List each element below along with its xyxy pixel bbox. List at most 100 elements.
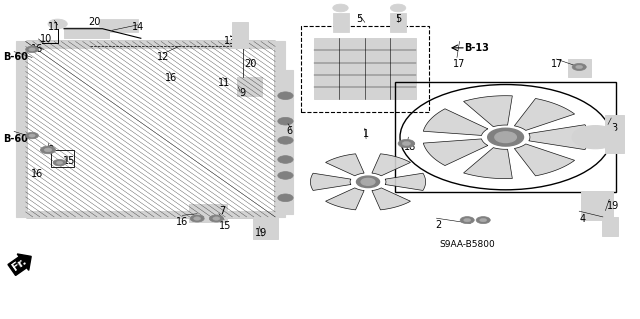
Bar [333,13,349,32]
Circle shape [29,134,35,137]
Circle shape [356,176,380,188]
Polygon shape [310,173,351,190]
Circle shape [56,161,63,164]
Polygon shape [423,139,488,166]
Text: 19: 19 [255,228,268,238]
Polygon shape [463,148,513,179]
Text: Fr.: Fr. [10,256,28,273]
Bar [26,41,275,48]
Polygon shape [515,144,575,176]
Circle shape [460,217,474,224]
Text: 14: 14 [131,22,144,32]
Text: 4: 4 [579,213,586,224]
Circle shape [572,63,586,70]
Bar [602,217,618,236]
Bar [275,41,285,217]
Circle shape [53,160,66,166]
Text: 13: 13 [224,36,237,47]
Text: 1: 1 [363,129,369,139]
Text: 16: 16 [165,73,178,83]
Polygon shape [372,188,410,210]
Circle shape [333,4,348,12]
Polygon shape [372,154,410,176]
Circle shape [403,142,411,145]
Circle shape [278,172,293,179]
Text: 7: 7 [220,205,226,216]
Bar [16,41,26,217]
Circle shape [476,217,490,224]
Text: 6: 6 [286,126,292,136]
Text: 17: 17 [453,59,466,69]
Text: 11: 11 [48,22,61,32]
Bar [99,19,138,32]
Circle shape [26,46,38,53]
Text: 12: 12 [157,52,170,63]
Circle shape [213,217,220,220]
Text: 20: 20 [88,17,101,27]
Text: B-13: B-13 [465,43,489,53]
Circle shape [29,48,35,51]
Circle shape [26,132,38,139]
Text: 8: 8 [47,145,53,155]
Bar [395,82,616,192]
Circle shape [480,219,487,222]
Bar [278,70,292,214]
Polygon shape [515,99,575,130]
Circle shape [278,194,293,202]
Circle shape [190,215,204,222]
Circle shape [278,137,293,144]
Circle shape [576,65,583,69]
Circle shape [572,126,619,149]
Text: 9: 9 [239,87,245,98]
Text: 15: 15 [63,156,76,166]
Text: 19: 19 [607,201,620,211]
Bar [301,26,429,112]
Circle shape [48,19,67,29]
Polygon shape [529,125,589,150]
Circle shape [278,156,293,163]
Circle shape [464,219,471,222]
Bar [314,38,416,99]
Text: B-60: B-60 [4,52,28,63]
Bar [568,59,591,77]
Circle shape [278,117,293,125]
Text: 15: 15 [219,221,232,232]
Circle shape [40,146,56,154]
Circle shape [209,215,223,222]
Polygon shape [423,109,488,136]
Text: 16: 16 [31,44,44,55]
Bar [232,22,248,48]
Bar [253,217,278,239]
Text: 20: 20 [244,59,257,69]
Circle shape [488,128,524,146]
Circle shape [44,148,52,152]
Bar [581,191,613,220]
Text: 11: 11 [218,78,230,88]
Bar [26,211,275,217]
Polygon shape [326,188,364,210]
Polygon shape [326,154,364,176]
Bar [26,41,275,217]
Bar [237,77,262,96]
Text: 10: 10 [40,34,52,44]
Text: 16: 16 [176,217,189,227]
Text: B-60: B-60 [4,134,28,144]
Text: 3: 3 [611,122,618,133]
Circle shape [361,178,375,185]
Circle shape [495,132,516,143]
Bar [605,115,624,153]
Circle shape [278,92,293,100]
Circle shape [194,217,201,220]
Bar [51,150,74,167]
Circle shape [390,4,406,12]
Text: 17: 17 [550,59,563,69]
Bar [189,204,227,222]
Text: 16: 16 [31,169,44,179]
Circle shape [398,139,415,148]
Polygon shape [385,173,426,190]
Text: 18: 18 [403,142,416,152]
Text: 5: 5 [395,14,401,24]
Bar [390,13,406,32]
Polygon shape [463,96,513,127]
Text: S9AA-B5800: S9AA-B5800 [439,240,495,249]
